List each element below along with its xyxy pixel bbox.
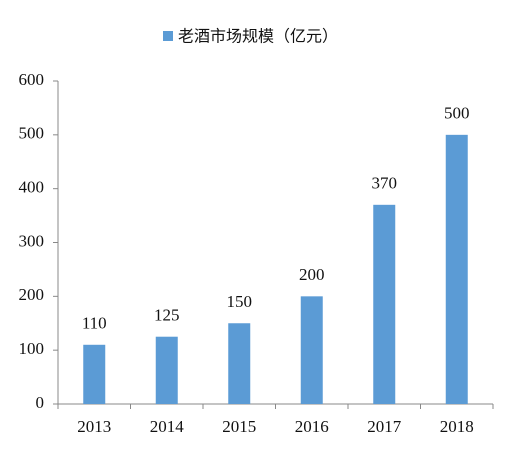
legend-label: 老酒市场规模（亿元） [178,27,338,46]
data-label: 500 [444,104,470,123]
y-tick-label: 600 [19,70,45,89]
x-tick-label: 2017 [367,417,402,436]
data-label: 150 [227,292,253,311]
y-tick-label: 0 [36,393,45,412]
data-label: 200 [299,265,325,284]
x-tick-label: 2015 [222,417,256,436]
y-tick-label: 500 [19,124,45,143]
x-tick-label: 2013 [77,417,111,436]
y-tick-label: 300 [19,231,45,250]
data-label: 370 [372,174,398,193]
bar [83,344,106,404]
x-tick-label: 2016 [295,417,329,436]
bar [300,296,323,404]
y-tick-label: 400 [19,178,45,197]
bar [445,134,468,405]
y-tick-label: 100 [19,339,45,358]
data-label: 125 [154,306,180,325]
y-tick-label: 200 [19,285,45,304]
legend: 老酒市场规模（亿元） [163,27,338,46]
data-label: 110 [82,314,107,333]
x-tick-label: 2014 [150,417,185,436]
bar [155,336,178,404]
bar [373,204,396,404]
legend-swatch [163,31,173,41]
x-tick-label: 2018 [440,417,474,436]
bar [228,323,251,404]
